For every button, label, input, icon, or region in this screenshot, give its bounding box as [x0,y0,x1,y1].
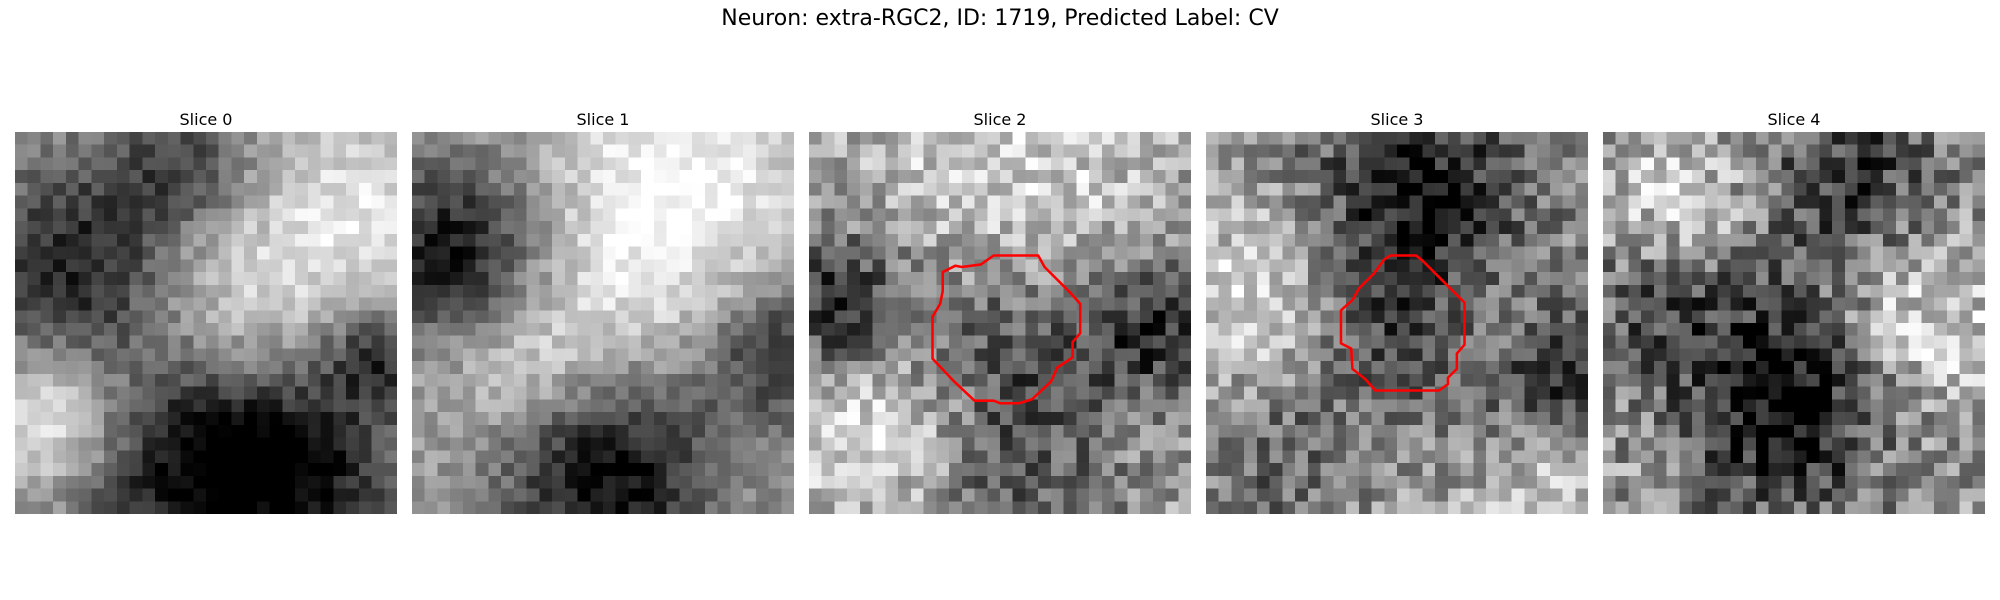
slice-title: Slice 0 [179,110,233,129]
slice-image [1603,132,1985,514]
slice-image [412,132,794,514]
slice-title: Slice 1 [576,110,630,129]
slice-panel-1: Slice 1 [412,110,794,514]
slice-panel-3: Slice 3 [1206,110,1588,514]
slice-title: Slice 4 [1767,110,1821,129]
slice-image [809,132,1191,514]
slice-panel-4: Slice 4 [1603,110,1985,514]
slice-image [1206,132,1588,514]
slice-title: Slice 2 [973,110,1027,129]
cell-contour [931,254,1082,405]
slice-panel-0: Slice 0 [15,110,397,514]
cell-contour [1339,254,1466,392]
slice-title: Slice 3 [1370,110,1424,129]
slice-image [15,132,397,514]
slice-panel-2: Slice 2 [809,110,1191,514]
figure-title: Neuron: extra-RGC2, ID: 1719, Predicted … [721,6,1279,31]
